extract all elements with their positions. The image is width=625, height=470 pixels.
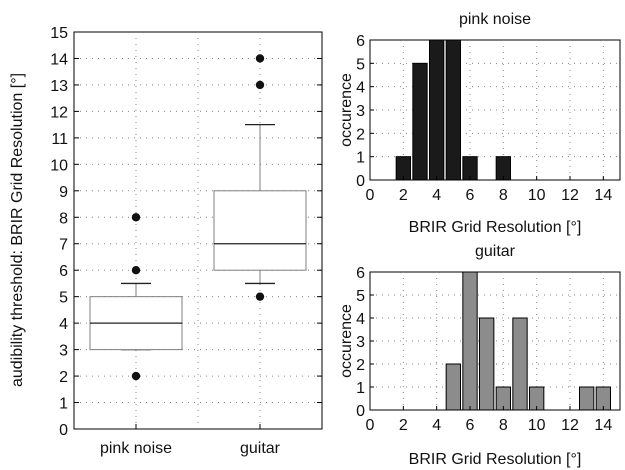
histogram-bar (462, 271, 478, 411)
histogram-x-tick-label: 0 (366, 417, 375, 434)
histogram-x-tick-label: 14 (594, 417, 612, 434)
histogram-bar (512, 317, 528, 411)
box-outlier-point (131, 266, 141, 275)
histogram-x-tick-label: 6 (466, 417, 475, 434)
histogram-y-tick-label: 2 (356, 126, 365, 143)
histogram-pink-noise-y-ticks: 0 1 2 3 4 5 6 (356, 33, 374, 190)
histogram-guitar-x-axis-label: BRIR Grid Resolution [°] (409, 451, 582, 468)
histogram-bar (445, 363, 461, 411)
histogram-x-tick-label: 12 (561, 417, 579, 434)
boxplot-x-tick-label: pink noise (100, 440, 172, 457)
boxplot-x-ticks: pink noise guitar (100, 424, 281, 457)
histogram-guitar-bars (445, 271, 612, 411)
histogram-x-tick-label: 2 (399, 187, 408, 204)
boxplot-marks (89, 54, 307, 381)
histogram-y-tick-label: 0 (356, 173, 365, 190)
histogram-y-tick-label: 3 (356, 103, 365, 120)
boxplot-y-tick-label: 9 (59, 184, 68, 201)
histogram-y-tick-label: 1 (356, 380, 365, 397)
boxplot-y-tick-label: 10 (50, 157, 68, 174)
histogram-pink-noise-y-axis-label: occurence (338, 73, 355, 147)
box-outlier-point (131, 213, 141, 222)
histogram-x-tick-label: 10 (528, 417, 546, 434)
boxplot-y-tick-label: 2 (59, 369, 68, 386)
boxplot-y-tick-label: 12 (50, 104, 68, 121)
boxplot-y-tick-label: 15 (50, 25, 68, 42)
histogram-x-tick-label: 12 (561, 187, 579, 204)
histogram-y-tick-label: 3 (356, 334, 365, 351)
histogram-x-tick-label: 8 (499, 187, 508, 204)
histogram-bar (429, 39, 445, 181)
histogram-x-tick-label: 4 (432, 187, 441, 204)
histogram-x-tick-label: 2 (399, 417, 408, 434)
boxplot-y-tick-label: 6 (59, 263, 68, 280)
box-outlier-point (255, 80, 265, 90)
histogram-x-tick-label: 0 (366, 187, 375, 204)
boxplot-y-axis-label: audibility threshold: BRIR Grid Resoluti… (9, 73, 26, 387)
histogram-guitar-y-axis-label: occurence (338, 304, 355, 378)
histogram-pink-noise-x-ticks: 0 2 4 6 8 10 12 14 (366, 176, 612, 204)
histogram-y-tick-label: 4 (356, 311, 365, 328)
histogram-guitar-y-ticks: 0 1 2 3 4 5 6 (356, 265, 374, 420)
histogram-guitar-title: guitar (475, 243, 516, 260)
histogram-x-tick-label: 4 (432, 417, 441, 434)
histogram-y-tick-label: 5 (356, 56, 365, 73)
boxplot-y-tick-label: 4 (59, 316, 68, 333)
box-outlier-point (131, 371, 141, 381)
boxplot-y-tick-label: 13 (50, 78, 68, 95)
histogram-y-tick-label: 4 (356, 80, 365, 97)
histogram-y-tick-label: 0 (356, 403, 365, 420)
boxplot-y-tick-label: 14 (50, 51, 68, 68)
boxplot-y-tick-label: 7 (59, 237, 68, 254)
box-interquartile-rect (213, 190, 307, 271)
histogram-pink-noise-title: pink noise (459, 11, 531, 28)
box-outlier-point (255, 292, 265, 301)
boxplot-y-tick-label: 11 (51, 131, 68, 148)
histogram-bar (579, 386, 595, 411)
boxplot-x-tick-label: guitar (240, 440, 281, 457)
boxplot-y-tick-label: 3 (59, 343, 68, 360)
histogram-y-tick-label: 1 (356, 150, 365, 167)
boxplot-y-tick-label: 8 (59, 210, 68, 227)
boxplot-y-tick-label: 5 (59, 290, 68, 307)
histogram-pink-noise-x-axis-label: BRIR Grid Resolution [°] (409, 219, 582, 236)
histogram-y-tick-label: 6 (356, 265, 365, 282)
boxplot-y-tick-label: 1 (59, 396, 68, 413)
boxplot-y-tick-label: 0 (59, 422, 68, 439)
histogram-x-tick-label: 10 (528, 187, 546, 204)
histogram-bar (412, 62, 428, 181)
histogram-y-tick-label: 6 (356, 33, 365, 50)
histogram-pink-noise-bars (395, 39, 511, 181)
histogram-bar (479, 317, 495, 411)
histogram-bar (445, 39, 461, 181)
box-outlier-point (255, 54, 265, 63)
histogram-y-tick-label: 2 (356, 357, 365, 374)
histogram-x-tick-label: 8 (499, 417, 508, 434)
histogram-y-tick-label: 5 (356, 288, 365, 305)
histogram-x-tick-label: 6 (466, 187, 475, 204)
histogram-x-tick-label: 14 (594, 187, 612, 204)
histogram-guitar-x-ticks: 0 2 4 6 8 10 12 14 (366, 406, 612, 434)
